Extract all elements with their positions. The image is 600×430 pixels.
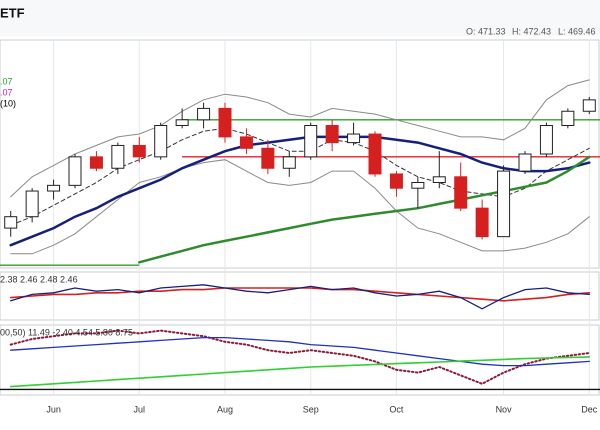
indicator-line xyxy=(10,159,590,255)
candle-body xyxy=(25,190,39,218)
x-tick-label: Oct xyxy=(389,404,404,414)
candle-body xyxy=(475,207,489,238)
x-tick-label: Jun xyxy=(46,404,61,414)
high-label: H: 472.43 xyxy=(512,26,551,36)
header-bar xyxy=(0,0,600,36)
candle-body xyxy=(239,136,253,149)
candle-body xyxy=(175,119,189,127)
panel-frame xyxy=(0,271,600,321)
candle-body xyxy=(582,99,596,112)
panel-label: 00,50) 11.49 -2.40 4.54 5.80 8.75 xyxy=(0,327,133,337)
legend-entry: .07 xyxy=(0,87,13,97)
legend-entry: .07 xyxy=(0,76,13,86)
candle-body xyxy=(261,147,275,169)
candle-body xyxy=(389,173,403,189)
candle-body xyxy=(89,156,103,169)
candle-body xyxy=(111,144,125,169)
candle-body xyxy=(325,125,339,144)
x-tick-label: Dec xyxy=(581,404,598,414)
indicator-line xyxy=(9,356,591,388)
candle-body xyxy=(539,125,553,155)
candle-body xyxy=(411,182,425,189)
legend-entry: (10) xyxy=(0,98,16,108)
indicator-line xyxy=(138,155,591,264)
candle-body xyxy=(47,184,61,192)
x-tick-label: Aug xyxy=(217,404,233,414)
candle-body xyxy=(518,153,532,172)
candle-body xyxy=(561,110,575,126)
candle-body xyxy=(218,107,232,138)
candle-body xyxy=(282,156,296,169)
candle-body xyxy=(68,156,82,186)
x-tick-label: Sep xyxy=(303,404,319,414)
candle-body xyxy=(4,216,18,229)
candle-body xyxy=(368,133,382,175)
indicator-line xyxy=(10,336,590,367)
x-tick-label: Nov xyxy=(496,404,513,414)
indicator-line xyxy=(10,79,590,198)
x-tick-label: Jul xyxy=(134,404,146,414)
chart-title: ETF xyxy=(0,5,25,20)
indicator-line xyxy=(10,284,590,310)
candle-body xyxy=(304,125,318,158)
panel-frame xyxy=(0,39,600,269)
indicator-line xyxy=(9,135,591,247)
panel-frame xyxy=(0,324,600,396)
candle-body xyxy=(454,176,468,209)
candle-body xyxy=(132,144,146,158)
indicator-line xyxy=(10,127,590,226)
candle-body xyxy=(497,170,511,238)
candle-body xyxy=(197,107,211,121)
low-label: L: 469.46 xyxy=(558,26,596,36)
open-label: O: 471.33 xyxy=(466,26,506,36)
candle-body xyxy=(347,133,361,144)
candle-body xyxy=(154,125,168,158)
panel-label: 2.38 2.46 2.48 2.46 xyxy=(0,274,78,284)
candle-body xyxy=(432,176,446,184)
indicator-line xyxy=(9,329,591,385)
